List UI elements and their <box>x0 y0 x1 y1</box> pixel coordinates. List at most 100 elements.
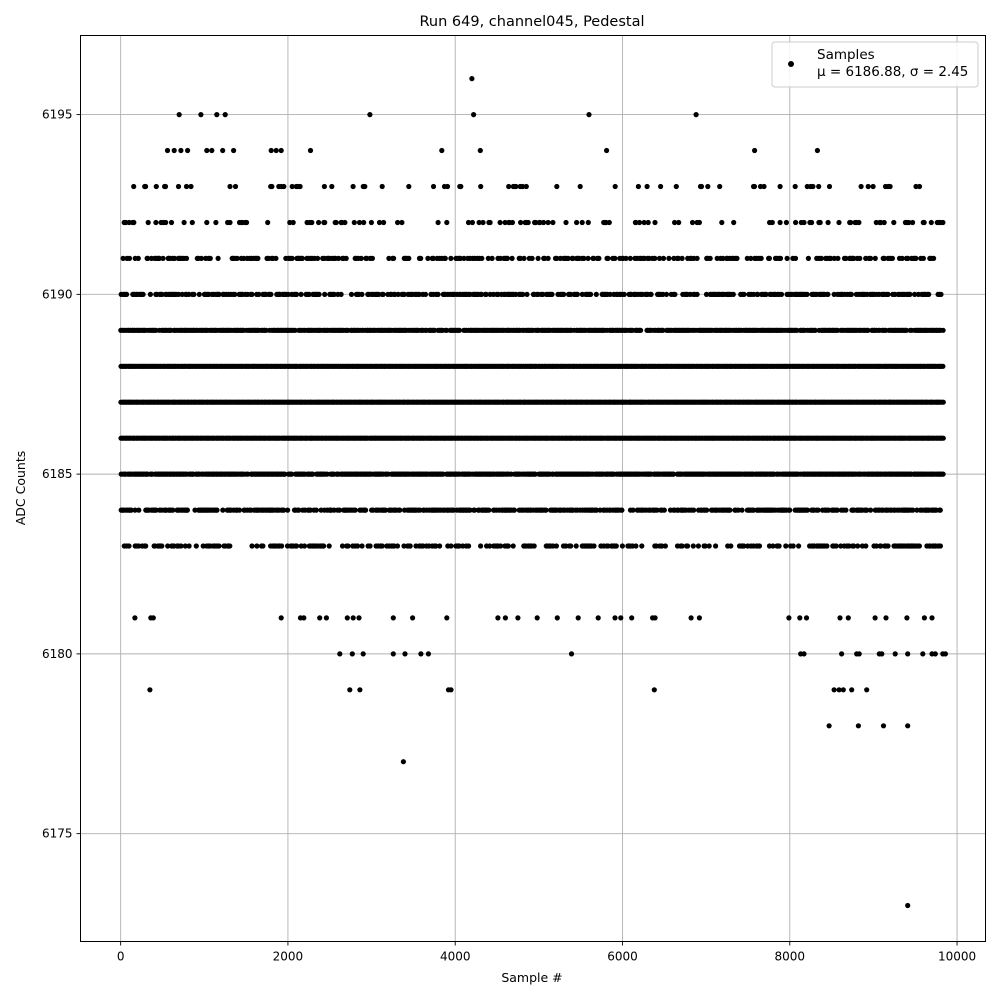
data-point <box>899 255 905 261</box>
data-point <box>824 543 830 549</box>
data-point <box>150 615 156 621</box>
data-point <box>379 183 385 190</box>
data-point <box>826 183 833 190</box>
data-point <box>658 183 664 190</box>
data-point <box>525 219 531 226</box>
data-point <box>817 219 823 226</box>
data-point <box>294 543 300 549</box>
data-point <box>728 543 734 549</box>
data-point <box>425 651 431 657</box>
data-point <box>483 291 489 297</box>
data-point <box>695 543 702 549</box>
data-point <box>296 507 302 513</box>
data-point <box>907 291 913 297</box>
data-point <box>739 507 745 513</box>
data-point <box>630 507 636 513</box>
data-point <box>178 147 184 154</box>
data-point <box>940 219 946 226</box>
data-point <box>502 615 508 621</box>
data-point <box>352 507 358 513</box>
data-point <box>641 219 647 226</box>
data-point <box>307 507 313 513</box>
data-point <box>792 255 799 261</box>
data-point <box>249 291 255 297</box>
data-point <box>694 291 700 297</box>
data-point <box>289 183 295 190</box>
data-point <box>159 543 165 549</box>
plot-frame <box>80 35 986 942</box>
data-point <box>433 543 439 549</box>
data-point <box>316 219 322 226</box>
data-point <box>227 219 233 226</box>
data-point <box>905 723 911 729</box>
data-point <box>315 255 321 261</box>
data-point <box>406 255 412 261</box>
data-point <box>672 219 678 226</box>
data-point <box>751 183 758 190</box>
data-point <box>192 507 198 513</box>
data-point <box>561 291 567 297</box>
data-point <box>502 219 508 226</box>
data-point <box>881 219 887 226</box>
data-point <box>376 219 383 226</box>
data-point <box>306 291 312 297</box>
data-point <box>690 543 696 549</box>
data-point <box>430 255 436 261</box>
x-tick-label: 0 <box>117 950 125 964</box>
data-point <box>511 507 517 513</box>
data-point <box>338 291 344 297</box>
data-point <box>688 615 694 621</box>
data-point <box>362 183 368 190</box>
x-tick-label: 2000 <box>273 950 304 964</box>
data-point <box>633 543 639 549</box>
data-point <box>442 255 448 261</box>
data-point <box>321 543 327 549</box>
data-point <box>292 327 298 333</box>
data-point <box>912 291 918 297</box>
data-point <box>176 112 182 118</box>
data-point <box>439 147 445 154</box>
data-point <box>273 147 279 154</box>
data-point <box>920 651 926 657</box>
data-point <box>783 543 789 549</box>
data-point <box>920 255 927 261</box>
data-point <box>191 291 197 297</box>
data-point <box>804 291 810 297</box>
data-point <box>329 183 335 190</box>
data-point <box>761 183 767 190</box>
data-point <box>337 507 343 513</box>
data-point <box>168 219 175 226</box>
data-point <box>515 615 521 621</box>
data-point <box>703 291 710 297</box>
data-point <box>635 183 642 190</box>
data-point <box>479 255 485 261</box>
data-point <box>906 219 912 226</box>
data-point <box>297 183 303 190</box>
data-point <box>706 543 712 549</box>
data-point <box>843 255 849 261</box>
data-point <box>705 183 711 190</box>
data-point <box>265 219 271 226</box>
data-point <box>317 615 323 621</box>
data-point <box>391 255 397 261</box>
data-point <box>704 507 710 513</box>
data-point <box>545 255 551 261</box>
data-point <box>786 615 792 621</box>
data-point <box>904 615 910 621</box>
data-point <box>612 255 618 261</box>
data-point <box>849 687 855 693</box>
data-point <box>401 543 407 549</box>
data-point <box>770 543 776 549</box>
data-point <box>324 471 330 477</box>
data-point <box>648 291 654 297</box>
data-point <box>186 543 192 549</box>
data-point <box>299 255 305 261</box>
data-point <box>931 255 937 261</box>
data-point <box>478 291 485 297</box>
data-point <box>357 687 363 693</box>
data-point <box>181 219 187 226</box>
data-point <box>386 255 392 261</box>
data-point <box>175 183 182 190</box>
data-point <box>487 219 493 226</box>
